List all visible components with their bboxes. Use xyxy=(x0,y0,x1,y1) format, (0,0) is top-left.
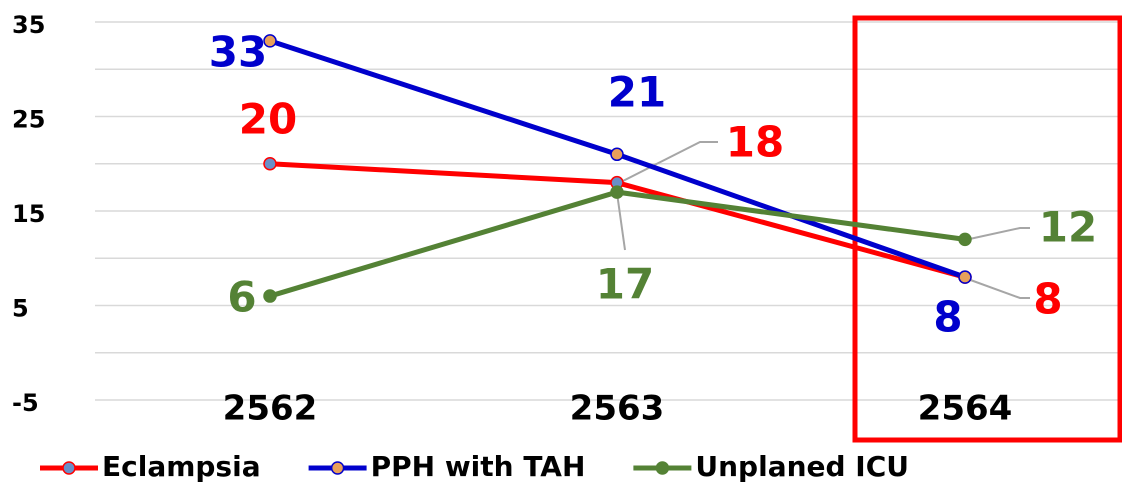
marker xyxy=(263,157,277,171)
x-tick-label: 2563 xyxy=(570,389,665,429)
leader-line xyxy=(964,227,1030,241)
data-label: 6 xyxy=(227,273,256,322)
marker xyxy=(958,270,972,284)
data-label: 33 xyxy=(209,28,267,77)
y-tick-label: 15 xyxy=(12,200,45,228)
data-label: 20 xyxy=(239,95,297,144)
legend-label: Eclampsia xyxy=(102,450,261,483)
y-tick-label: 5 xyxy=(12,295,29,323)
marker xyxy=(610,147,624,162)
marker xyxy=(958,232,972,247)
legend-marker xyxy=(655,461,670,475)
legend-marker xyxy=(62,461,76,475)
leader-line xyxy=(964,277,1030,299)
marker xyxy=(610,185,624,199)
leader-line xyxy=(616,192,626,251)
legend-marker xyxy=(330,461,345,475)
data-label: 17 xyxy=(596,260,654,309)
data-label: 8 xyxy=(1033,275,1062,324)
data-label: 8 xyxy=(933,293,962,342)
leader-line xyxy=(616,141,718,185)
y-tick-label: -5 xyxy=(12,389,39,417)
y-tick-label: 25 xyxy=(12,106,45,134)
data-label: 18 xyxy=(726,118,784,167)
data-label: 21 xyxy=(608,68,666,117)
x-tick-label: 2562 xyxy=(223,389,318,429)
legend-label: PPH with TAH xyxy=(371,450,586,483)
marker xyxy=(263,289,277,303)
legend-label: Unplaned ICU xyxy=(695,450,909,483)
x-tick-label: 2564 xyxy=(918,389,1013,429)
highlight-box xyxy=(852,15,1122,443)
marker xyxy=(263,34,277,48)
y-tick-label: 35 xyxy=(12,11,45,39)
data-label: 12 xyxy=(1039,203,1097,252)
